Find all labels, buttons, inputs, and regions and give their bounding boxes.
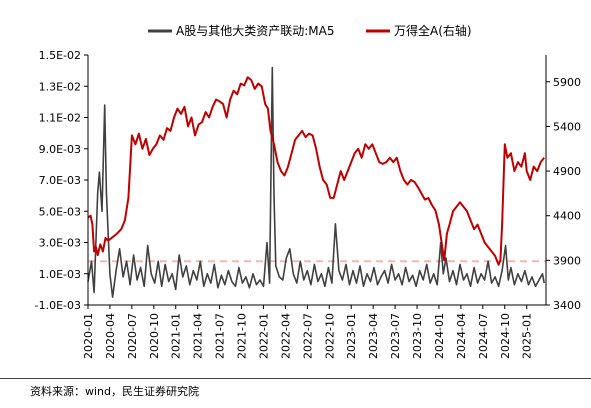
x-tick-label: 2024-07 bbox=[477, 313, 490, 359]
x-tick-label: 2024-04 bbox=[455, 313, 468, 359]
y-left-tick-label: 1.1E-02 bbox=[39, 112, 81, 125]
y-right-tick-label: 3400 bbox=[553, 299, 581, 312]
series-line-index bbox=[87, 76, 545, 266]
legend-label-correlation: A股与其他大类资产联动:MA5 bbox=[176, 24, 334, 38]
x-tick-label: 2020-07 bbox=[126, 313, 139, 359]
axes: -1.0E-03 1.0E-03 3.0E-03 5.0E-03 7.0E-03 9.0E… bbox=[35, 49, 581, 359]
x-tick-label: 2021-07 bbox=[214, 313, 227, 359]
y-left-tick-label: 3.0E-03 bbox=[39, 237, 81, 250]
x-tick-label: 2020-04 bbox=[104, 313, 117, 359]
x-tick-label: 2020-10 bbox=[148, 313, 161, 359]
x-tick-label: 2023-04 bbox=[367, 313, 380, 359]
x-tick-label: 2022-01 bbox=[257, 313, 270, 359]
source-note: 资料来源：wind，民生证券研究院 bbox=[30, 385, 200, 398]
y-right-tick-label: 5400 bbox=[553, 120, 581, 133]
x-tick-label: 2022-04 bbox=[279, 313, 292, 359]
y-left-tick-label: 5.0E-03 bbox=[39, 205, 81, 218]
y-right-tick-label: 4400 bbox=[553, 210, 581, 223]
y-right-tick-label: 3900 bbox=[553, 254, 581, 267]
x-tick-label: 2025-01 bbox=[521, 313, 534, 359]
series-line-correlation bbox=[87, 66, 545, 298]
x-tick-label: 2023-07 bbox=[389, 313, 402, 359]
x-tick-label: 2022-10 bbox=[323, 313, 336, 359]
x-tick-label: 2023-01 bbox=[345, 313, 358, 359]
x-tick-label: 2020-01 bbox=[82, 313, 95, 359]
y-left-tick-label: 7.0E-03 bbox=[39, 174, 81, 187]
x-tick-label: 2022-07 bbox=[301, 313, 314, 359]
x-tick-label: 2023-10 bbox=[411, 313, 424, 359]
y-right-tick-label: 4900 bbox=[553, 165, 581, 178]
y-left-tick-label: -1.0E-03 bbox=[35, 299, 81, 312]
x-tick-label: 2024-01 bbox=[433, 313, 446, 359]
x-tick-label: 2024-10 bbox=[499, 313, 512, 359]
y-left-tick-label: 1.0E-03 bbox=[39, 268, 81, 281]
legend-label-index: 万得全A(右轴) bbox=[394, 23, 472, 38]
plot-area bbox=[87, 66, 546, 298]
x-tick-label: 2021-01 bbox=[170, 313, 183, 359]
footer-divider bbox=[0, 378, 591, 379]
y-right-tick-label: 5900 bbox=[553, 76, 581, 89]
y-left-tick-label: 1.5E-02 bbox=[39, 49, 81, 62]
legend: A股与其他大类资产联动:MA5 万得全A(右轴) bbox=[148, 23, 472, 38]
y-left-tick-label: 9.0E-03 bbox=[39, 143, 81, 156]
x-tick-label: 2021-04 bbox=[192, 313, 205, 359]
x-tick-label: 2021-10 bbox=[236, 313, 249, 359]
y-left-tick-label: 1.3E-02 bbox=[39, 80, 81, 93]
